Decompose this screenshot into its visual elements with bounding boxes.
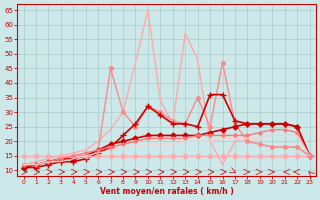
X-axis label: Vent moyen/en rafales ( km/h ): Vent moyen/en rafales ( km/h )	[100, 187, 234, 196]
